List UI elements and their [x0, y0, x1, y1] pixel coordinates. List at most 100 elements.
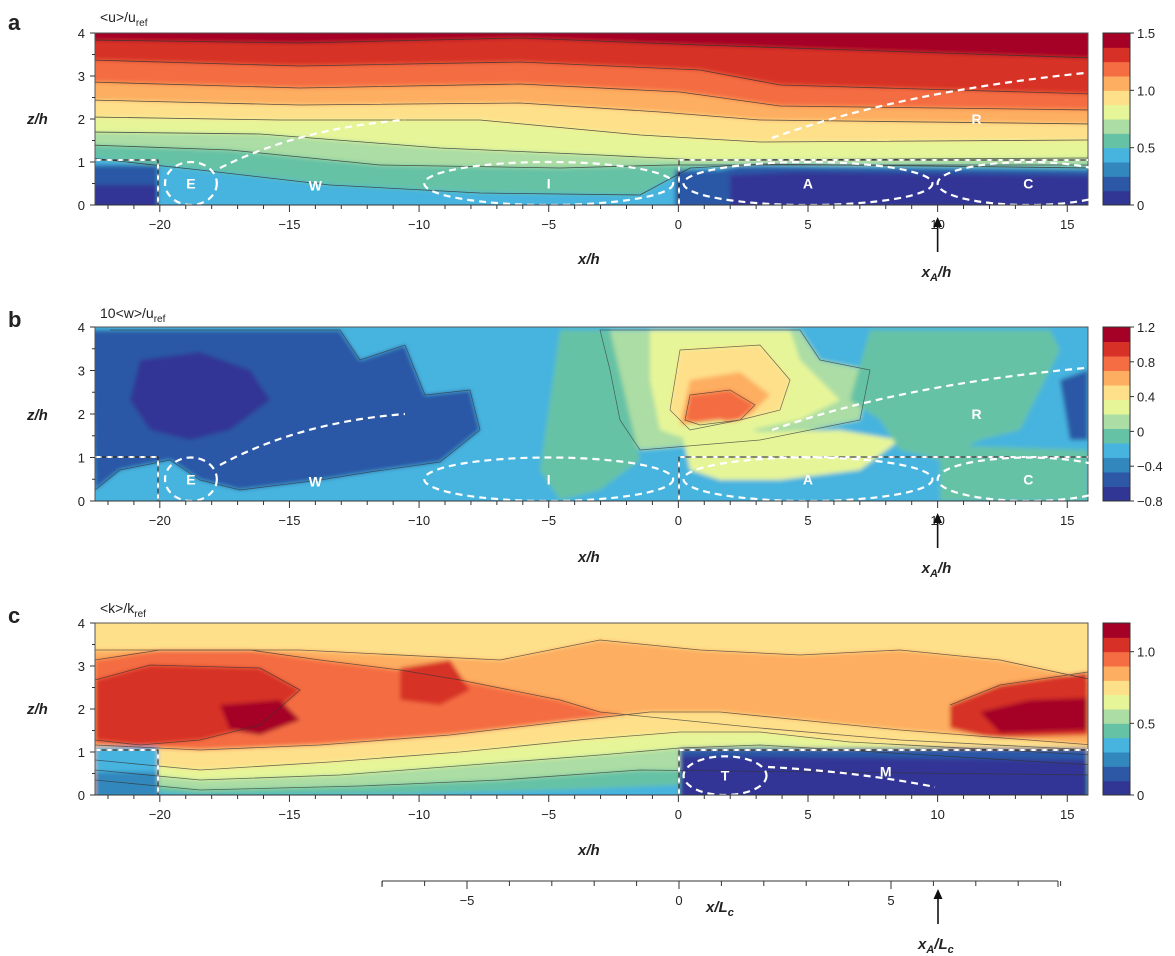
panel-letter: c: [8, 603, 20, 628]
x-tick-label: −20: [149, 807, 171, 822]
y-axis-label: z/h: [26, 701, 48, 718]
x-tick-label: −5: [541, 513, 556, 528]
colorbar-swatch: [1103, 76, 1130, 91]
region-label: C: [1023, 471, 1033, 487]
colorbar-swatch: [1103, 780, 1130, 796]
x-tick-label: 5: [804, 217, 811, 232]
y-tick-label: 4: [78, 320, 85, 335]
y-tick-label: 0: [78, 494, 85, 509]
y-axis: 0 1 2 3 4: [78, 26, 95, 213]
x-tick-label: −5: [541, 217, 556, 232]
colorbar-swatch: [1103, 414, 1130, 429]
colorbar-swatch: [1103, 766, 1130, 782]
panel-b: b 10<w>/uref: [8, 305, 1163, 580]
colorbar-tick-label: −0.4: [1137, 459, 1163, 474]
region-outline: [423, 456, 675, 503]
y-tick-label: 2: [78, 702, 85, 717]
shear-layer-lines: [219, 71, 1086, 169]
colorbar-swatch: [1103, 176, 1130, 192]
colorbar: −0.8 −0.4 0 0.4 0.8 1.2: [1102, 320, 1163, 509]
colorbar-frame: [1102, 32, 1131, 206]
region-label: E: [186, 471, 195, 487]
colorbar-swatch: [1103, 472, 1130, 487]
colorbar-tick-label: 1.0: [1137, 83, 1155, 98]
x-tick-label: 5: [804, 513, 811, 528]
colorbar-swatch: [1103, 752, 1130, 767]
colorbar-tick-label: 0: [1137, 424, 1144, 439]
colorbar-tick-label: −0.8: [1137, 494, 1163, 509]
colorbar-swatch: [1103, 637, 1130, 653]
colorbar-swatch: [1103, 47, 1130, 63]
y-tick-label: 2: [78, 407, 85, 422]
colorbar-tick-label: 0.8: [1137, 355, 1155, 370]
contour-field: [95, 33, 1088, 205]
colorbar-swatch: [1103, 399, 1130, 415]
shear-layer-lines: [219, 366, 1086, 466]
y-axis-label: z/h: [26, 111, 48, 128]
colorbar-swatch: [1103, 90, 1130, 106]
panel-title: 10<w>/uref: [100, 305, 166, 325]
y-tick-label: 1: [78, 745, 85, 760]
colorbar-tick-label: 1.2: [1137, 320, 1155, 335]
panel-letter: b: [8, 307, 21, 332]
bottom-xlc-axis: −5 0 5: [381, 880, 1062, 908]
region-label: R: [971, 406, 981, 422]
region-label: E: [186, 176, 195, 192]
xa-label: xA/Lc: [917, 936, 954, 956]
colorbar-swatch: [1103, 457, 1130, 473]
colorbar-swatch: [1103, 385, 1130, 400]
x-tick-label: −15: [278, 217, 300, 232]
region-label: A: [803, 471, 813, 487]
region-outline: [682, 456, 934, 503]
colorbar-swatch: [1103, 61, 1130, 77]
colorbar-swatch: [1103, 133, 1130, 149]
tick-label: −5: [460, 893, 475, 908]
region-label: R: [971, 111, 981, 127]
colorbar-swatch: [1103, 428, 1130, 444]
colorbar-swatch: [1103, 147, 1130, 163]
region-label: W: [309, 473, 323, 489]
colorbar-swatch: [1103, 486, 1130, 502]
x-tick-label: 5: [804, 807, 811, 822]
y-tick-label: 4: [78, 26, 85, 41]
colorbar-swatch: [1103, 119, 1130, 134]
region-label: M: [880, 763, 892, 779]
colorbar-swatch: [1103, 723, 1130, 739]
x-tick-label: −15: [278, 807, 300, 822]
colorbar-tick-label: 0.5: [1137, 141, 1155, 156]
y-axis: 0 1 2 3 4: [78, 616, 95, 803]
colorbar-tick-label: 1.0: [1137, 645, 1155, 660]
xa-marker: xA/Lc: [917, 889, 954, 956]
panel-a: a <u>/uref: [8, 9, 1155, 284]
xa-marker: xA/h: [921, 513, 951, 580]
arrow-head-icon: [933, 217, 943, 227]
colorbar-swatch: [1103, 370, 1130, 386]
colorbar-swatch: [1103, 694, 1130, 710]
bottom-axis-label: x/Lc: [705, 899, 734, 919]
shear-layer-lines: [767, 765, 936, 789]
y-tick-label: 4: [78, 616, 85, 631]
y-tick-label: 3: [78, 69, 85, 84]
colorbar-tick-label: 0.5: [1137, 716, 1155, 731]
y-tick-label: 0: [78, 788, 85, 803]
colorbar-swatch: [1103, 709, 1130, 724]
x-axis-label: x/h: [577, 251, 600, 268]
x-tick-label: −10: [408, 807, 430, 822]
x-axis-label: x/h: [577, 842, 600, 859]
y-tick-label: 1: [78, 155, 85, 170]
panel-title: <u>/uref: [100, 9, 148, 29]
colorbar-tick-label: 0.4: [1137, 390, 1155, 405]
canopy-outline: [95, 159, 1088, 205]
y-tick-label: 1: [78, 451, 85, 466]
y-tick-label: 2: [78, 112, 85, 127]
colorbar-swatch: [1103, 327, 1130, 342]
colorbar-swatch: [1103, 356, 1130, 371]
region-label: I: [547, 176, 551, 192]
panel-title: <k>/kref: [100, 600, 146, 620]
y-tick-label: 3: [78, 364, 85, 379]
colorbar-swatch: [1103, 737, 1130, 753]
region-outline: [423, 160, 675, 207]
